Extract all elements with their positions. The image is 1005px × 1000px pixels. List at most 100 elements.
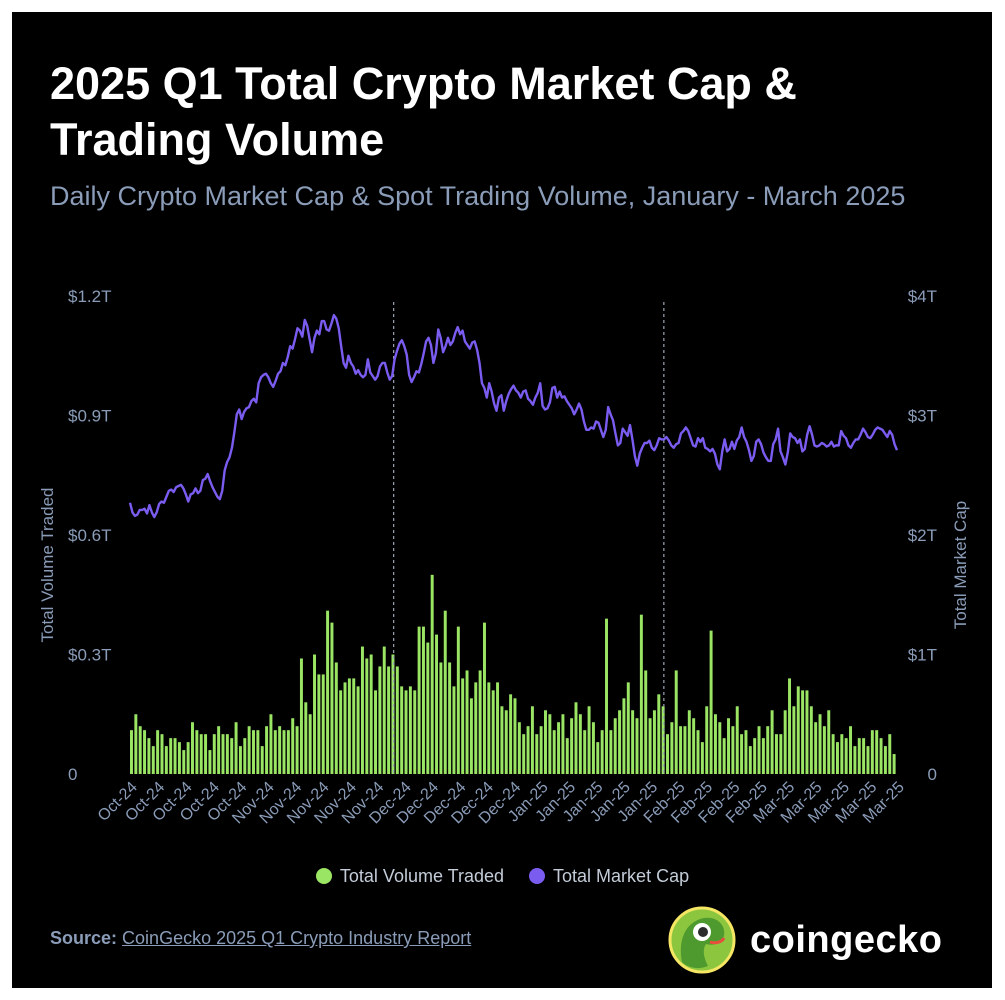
volume-bar — [413, 690, 417, 774]
volume-bar — [600, 730, 604, 774]
volume-bar — [792, 706, 796, 774]
volume-bar — [387, 666, 391, 774]
brand-name: coingecko — [750, 918, 943, 961]
volume-bar — [343, 682, 347, 774]
volume-bar — [779, 734, 783, 774]
volume-bar — [548, 714, 552, 774]
y-right-tick-label: $3T — [908, 407, 937, 426]
volume-bar — [544, 710, 547, 774]
volume-bar — [639, 614, 643, 774]
volume-bar — [151, 746, 155, 774]
volume-bar — [683, 726, 687, 774]
volume-bar — [888, 734, 892, 774]
volume-bar — [679, 726, 683, 774]
legend-label-volume: Total Volume Traded — [339, 866, 505, 886]
volume-bar — [744, 730, 748, 774]
volume-bar — [657, 694, 661, 774]
volume-bar — [565, 738, 569, 774]
volume-bar — [875, 730, 879, 774]
volume-bar — [461, 678, 465, 774]
volume-bar — [278, 726, 282, 774]
volume-bar — [605, 618, 608, 774]
y-right-tick-label: $2T — [908, 526, 937, 545]
volume-bar — [796, 686, 800, 774]
volume-bar — [705, 706, 709, 774]
volume-bar — [147, 738, 151, 774]
volume-bar — [164, 746, 168, 774]
volume-bar — [173, 738, 177, 774]
page-subtitle: Daily Crypto Market Cap & Spot Trading V… — [50, 181, 906, 211]
volume-bar — [648, 718, 652, 774]
volume-bar — [400, 686, 404, 774]
source-link[interactable]: CoinGecko 2025 Q1 Crypto Industry Report — [122, 928, 472, 948]
volume-bar — [692, 718, 696, 774]
volume-bar — [143, 730, 147, 774]
y-right-axis-title: Total Market Cap — [951, 501, 970, 630]
volume-bar — [177, 742, 181, 774]
volume-bar — [130, 730, 133, 774]
volume-bar — [204, 734, 208, 774]
volume-bar — [217, 726, 221, 774]
volume-bar — [862, 738, 866, 774]
volume-bar — [435, 634, 439, 774]
volume-bar — [252, 730, 255, 774]
volume-bar — [609, 730, 613, 774]
volume-bar — [421, 626, 425, 774]
volume-bar — [587, 706, 591, 774]
volume-bar — [474, 682, 478, 774]
y-left-axis-title: Total Volume Traded — [38, 488, 57, 643]
legend-item-market-cap[interactable]: Total Market Cap — [529, 866, 689, 887]
volume-bar — [574, 702, 578, 774]
volume-bar — [334, 662, 338, 774]
volume-bar — [260, 746, 264, 774]
volume-bar — [347, 678, 351, 774]
volume-bar — [160, 734, 164, 774]
volume-bar — [866, 746, 870, 774]
volume-bar — [395, 666, 399, 774]
y-left-tick-label: 0 — [68, 765, 77, 784]
volume-bar — [426, 642, 430, 774]
volume-bar — [186, 742, 190, 774]
volume-bar — [801, 690, 805, 774]
y-right-tick-label: 0 — [928, 765, 937, 784]
volume-bar — [295, 726, 299, 774]
y-left-tick-label: $1.2T — [68, 287, 111, 306]
volume-bar — [487, 682, 491, 774]
volume-bar — [156, 730, 160, 774]
volume-bar — [892, 754, 896, 774]
volume-bar — [138, 726, 142, 774]
volume-bar — [552, 730, 556, 774]
volume-bar — [439, 662, 443, 774]
y-right-tick-label: $1T — [908, 646, 937, 665]
volume-bar — [849, 726, 853, 774]
volume-bar — [282, 730, 286, 774]
volume-bar — [382, 646, 386, 774]
volume-bar — [522, 734, 526, 774]
volume-bar — [225, 734, 229, 774]
volume-bar — [417, 626, 421, 774]
volume-bar — [831, 734, 835, 774]
volume-bar — [304, 702, 308, 774]
volume-bar — [761, 738, 765, 774]
volume-bar — [509, 694, 513, 774]
volume-bar — [465, 670, 469, 774]
legend-item-volume[interactable]: Total Volume Traded — [315, 866, 505, 887]
volume-bar — [469, 698, 473, 774]
combo-chart: 0 $0.3T $0.6T $0.9T $1.2T 0 $1T $2T $3T $4T Total … — [38, 287, 970, 827]
volume-bar — [408, 686, 412, 774]
volume-bar — [535, 734, 539, 774]
volume-bar — [238, 746, 242, 774]
volume-bar — [482, 622, 486, 774]
volume-bar — [286, 730, 290, 774]
volume-bar — [578, 714, 582, 774]
volume-bar — [265, 726, 269, 774]
volume-bar — [661, 706, 665, 774]
y-left-tick-label: $0.6T — [68, 526, 111, 545]
volume-bar — [404, 690, 408, 774]
volume-bar — [835, 742, 839, 774]
volume-bar — [857, 738, 861, 774]
market-cap-line — [128, 313, 899, 519]
volume-bar — [234, 722, 238, 774]
volume-bar — [391, 654, 395, 774]
volume-bar — [326, 610, 330, 774]
